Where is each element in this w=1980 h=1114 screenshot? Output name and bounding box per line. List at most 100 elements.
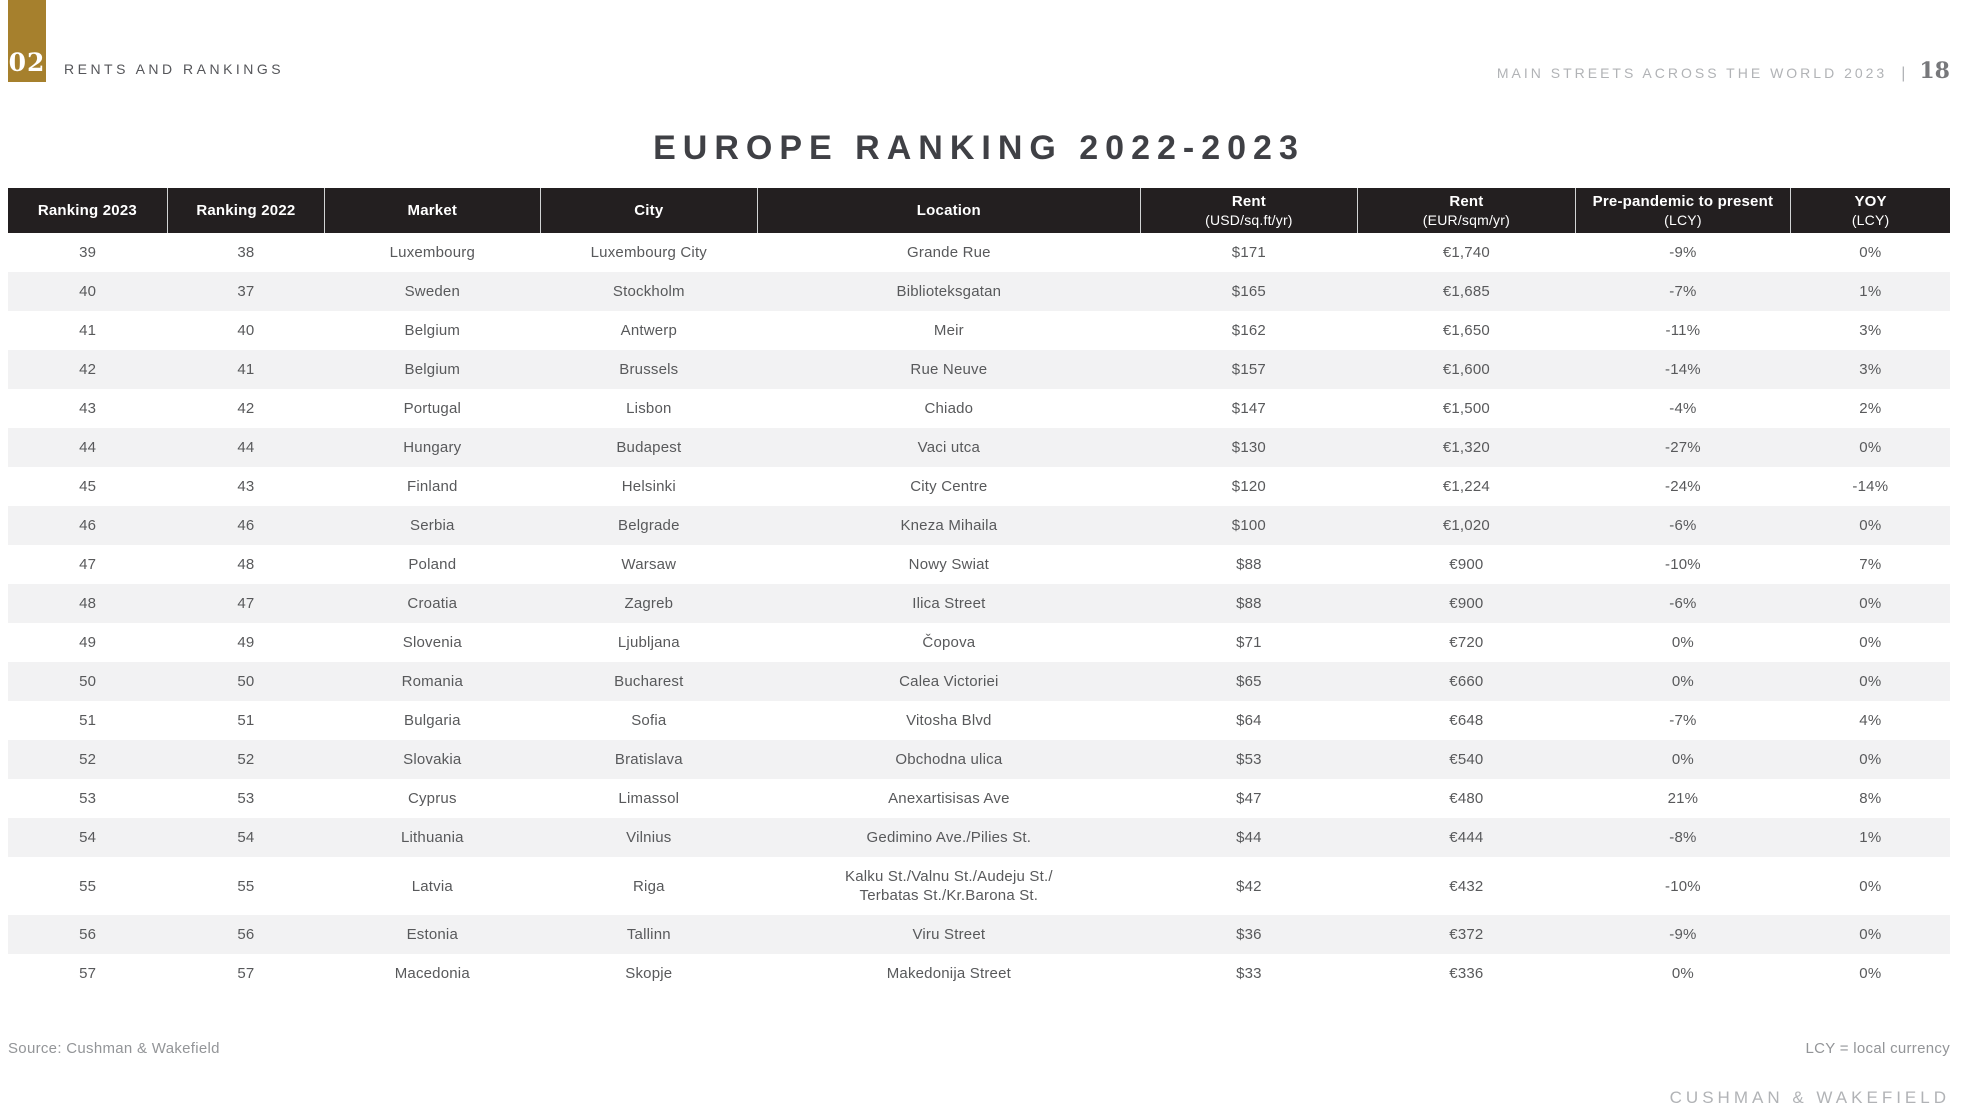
cell-city: Bucharest bbox=[614, 673, 684, 690]
source-note: Source: Cushman & Wakefield bbox=[8, 1040, 220, 1057]
cell-market: Finland bbox=[407, 478, 458, 495]
cell-ranking-2022: 51 bbox=[237, 712, 255, 729]
table-row: 46 46 Serbia Belgrade Kneza Mihaila $100 €1,02… bbox=[8, 506, 1950, 545]
cell-ranking-2023: 42 bbox=[79, 361, 97, 378]
page-title: EUROPE RANKING 2022-2023 bbox=[653, 129, 1305, 167]
cell-ranking-2023: 48 bbox=[79, 595, 97, 612]
cell-rent-eur: €540 bbox=[1449, 751, 1484, 768]
cell-rent-usd: $88 bbox=[1236, 595, 1262, 612]
cell-rent-usd: $162 bbox=[1231, 322, 1266, 339]
cell-yoy: 0% bbox=[1859, 634, 1882, 651]
cell-yoy: 0% bbox=[1859, 673, 1882, 690]
cell-ranking-2023: 46 bbox=[79, 517, 97, 534]
cell-yoy: 3% bbox=[1859, 322, 1882, 339]
cell-ranking-2022: 53 bbox=[237, 790, 255, 807]
cell-rent-eur: €1,650 bbox=[1442, 322, 1490, 339]
cell-location: Calea Victoriei bbox=[899, 673, 999, 690]
table-header: Ranking 2023 Ranking 2022 Market City Lo… bbox=[8, 188, 1950, 233]
table-row: 44 44 Hungary Budapest Vaci utca $130 €1,320 -2… bbox=[8, 428, 1950, 467]
cell-city: Stockholm bbox=[612, 283, 685, 300]
cell-market: Belgium bbox=[404, 361, 461, 378]
column-header-rent-usd: Rent (USD/sq.ft/yr) bbox=[1139, 188, 1358, 233]
cell-rent-eur: €1,600 bbox=[1442, 361, 1490, 378]
cell-pre-pandemic: 0% bbox=[1671, 751, 1694, 768]
table-row: 41 40 Belgium Antwerp Meir $162 €1,650 -11% 3% bbox=[8, 311, 1950, 350]
cell-rent-usd: $44 bbox=[1236, 829, 1262, 846]
cell-city: Belgrade bbox=[618, 517, 680, 534]
cell-yoy: 7% bbox=[1859, 556, 1882, 573]
cell-yoy: 4% bbox=[1859, 712, 1882, 729]
cell-ranking-2023: 52 bbox=[79, 751, 97, 768]
cell-ranking-2023: 45 bbox=[79, 478, 97, 495]
cell-rent-usd: $130 bbox=[1231, 439, 1266, 456]
cell-rent-eur: €480 bbox=[1449, 790, 1484, 807]
cell-location: Viru Street bbox=[912, 926, 986, 943]
column-header-ranking-2022: Ranking 2022 bbox=[166, 188, 325, 233]
cell-market: Latvia bbox=[411, 877, 453, 895]
cell-pre-pandemic: -11% bbox=[1665, 322, 1701, 339]
cell-rent-usd: $64 bbox=[1236, 712, 1262, 729]
cell-ranking-2022: 49 bbox=[237, 634, 255, 651]
cell-pre-pandemic: -7% bbox=[1669, 283, 1697, 300]
table-row: 48 47 Croatia Zagreb Ilica Street $88 €900 -6% 0… bbox=[8, 584, 1950, 623]
cell-location: Kalku St./Valnu St./Audeju St./ Terbatas… bbox=[845, 868, 1053, 904]
separator: | bbox=[1901, 65, 1906, 82]
cell-ranking-2022: 56 bbox=[237, 926, 255, 943]
report-title: MAIN STREETS ACROSS THE WORLD 2023 bbox=[1496, 65, 1888, 81]
cell-yoy: 1% bbox=[1859, 829, 1882, 846]
cell-location: Vaci utca bbox=[917, 439, 981, 456]
brand-wordmark: CUSHMAN & WAKEFIELD bbox=[1669, 1088, 1950, 1107]
cell-city: Vilnius bbox=[626, 829, 672, 846]
cell-rent-eur: €660 bbox=[1449, 673, 1484, 690]
cell-pre-pandemic: -10% bbox=[1665, 556, 1701, 573]
cell-city: Antwerp bbox=[620, 322, 678, 339]
cell-rent-eur: €1,685 bbox=[1442, 283, 1490, 300]
cell-market: Poland bbox=[408, 556, 457, 573]
cell-rent-usd: $100 bbox=[1231, 517, 1266, 534]
cell-rent-usd: $171 bbox=[1231, 244, 1266, 261]
cell-city: Warsaw bbox=[621, 556, 677, 573]
cell-ranking-2023: 55 bbox=[79, 877, 97, 895]
table-row: 54 54 Lithuania Vilnius Gedimino Ave./Pilies… bbox=[8, 818, 1950, 857]
cell-ranking-2022: 41 bbox=[237, 361, 255, 378]
cell-pre-pandemic: -10% bbox=[1665, 877, 1701, 895]
table-row: 43 42 Portugal Lisbon Chiado $147 €1,500 -4% 2% bbox=[8, 389, 1950, 428]
cell-rent-usd: $53 bbox=[1236, 751, 1262, 768]
cell-ranking-2023: 49 bbox=[79, 634, 97, 651]
column-header-yoy: YOY (LCY) bbox=[1790, 188, 1950, 233]
cell-pre-pandemic: -14% bbox=[1665, 361, 1701, 378]
cell-market: Estonia bbox=[406, 926, 459, 943]
cell-market: Romania bbox=[401, 673, 464, 690]
report-reference: MAIN STREETS ACROSS THE WORLD 2023 | 18 bbox=[1497, 58, 1950, 84]
cell-market: Luxembourg bbox=[389, 244, 475, 261]
cell-location: Čopova bbox=[922, 634, 976, 651]
cell-ranking-2023: 47 bbox=[79, 556, 97, 573]
cell-ranking-2022: 55 bbox=[237, 877, 255, 895]
table-row: 55 55 Latvia Riga Kalku St./Valnu St./Audeju… bbox=[8, 857, 1950, 915]
cell-yoy: 0% bbox=[1859, 439, 1882, 456]
table-row: 51 51 Bulgaria Sofia Vitosha Blvd $64 €648 -7% 4… bbox=[8, 701, 1950, 740]
cell-ranking-2022: 44 bbox=[237, 439, 255, 456]
cell-city: Zagreb bbox=[624, 595, 674, 612]
cell-ranking-2023: 53 bbox=[79, 790, 97, 807]
cell-city: Tallinn bbox=[626, 926, 671, 943]
cell-market: Croatia bbox=[407, 595, 458, 612]
cell-market: Cyprus bbox=[407, 790, 457, 807]
cell-rent-usd: $147 bbox=[1231, 400, 1266, 417]
section-number: 02 bbox=[8, 48, 46, 77]
cell-rent-eur: €1,500 bbox=[1442, 400, 1490, 417]
cell-yoy: 0% bbox=[1859, 595, 1882, 612]
section-title: RENTS AND RANKINGS bbox=[64, 61, 285, 77]
cell-rent-eur: €900 bbox=[1449, 595, 1484, 612]
cell-city: Luxembourg City bbox=[590, 244, 708, 261]
cell-location: City Centre bbox=[910, 478, 988, 495]
cell-ranking-2022: 52 bbox=[237, 751, 255, 768]
cell-ranking-2022: 57 bbox=[237, 965, 255, 982]
cell-ranking-2022: 46 bbox=[237, 517, 255, 534]
cell-yoy: 0% bbox=[1859, 244, 1882, 261]
cell-yoy: 8% bbox=[1859, 790, 1882, 807]
cell-market: Serbia bbox=[410, 517, 455, 534]
table-row: 49 49 Slovenia Ljubljana Čopova $71 €720 0% 0% bbox=[8, 623, 1950, 662]
column-header-market: Market bbox=[324, 188, 541, 233]
column-header-location: Location bbox=[757, 188, 1141, 233]
